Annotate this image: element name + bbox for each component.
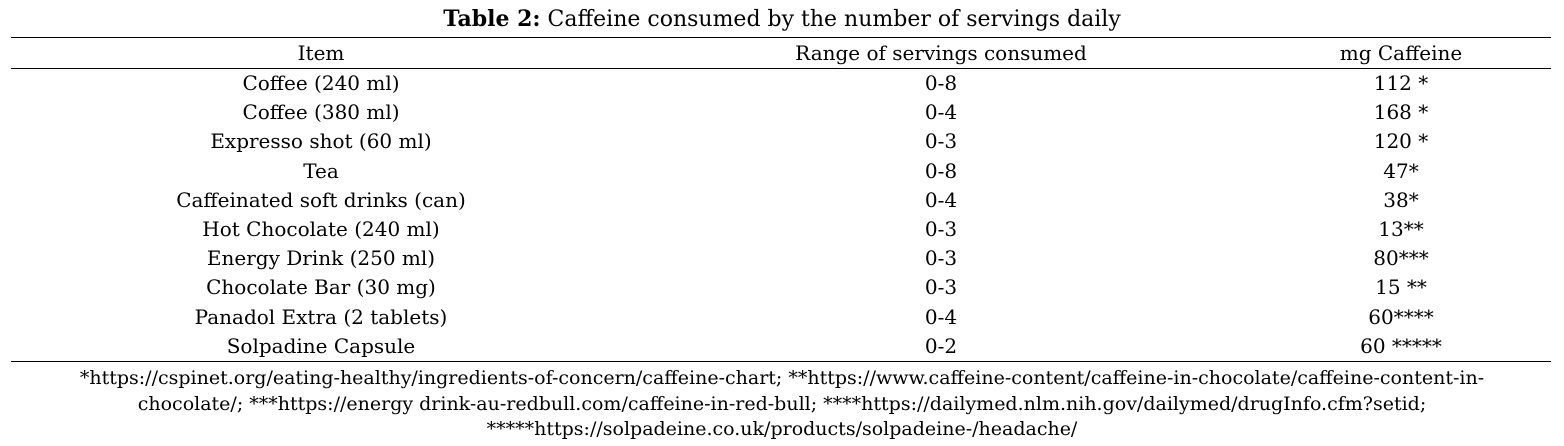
header-mg-caffeine: mg Caffeine: [1251, 37, 1551, 69]
cell-range: 0-8: [924, 158, 958, 183]
table-row: Coffee (240 ml) 0-8 112 *: [11, 69, 1551, 99]
cell-range: 0-3: [924, 275, 958, 300]
table-caption-label: Table 2:: [443, 6, 541, 32]
cell-item: Coffee (240 ml): [242, 71, 400, 96]
cell-item: Expresso shot (60 ml): [210, 129, 432, 154]
cell-range: 0-3: [924, 217, 958, 242]
table-row: Solpadine Capsule 0-2 60 *****: [11, 331, 1551, 362]
table-row: Expresso shot (60 ml) 0-3 120 *: [11, 127, 1551, 156]
cell-mg: 47*: [1383, 158, 1419, 183]
cell-mg: 112 *: [1373, 71, 1429, 96]
cell-mg: 60****: [1368, 304, 1434, 329]
cell-range: 0-4: [924, 304, 958, 329]
table-caption-text: Caffeine consumed by the number of servi…: [540, 7, 1121, 32]
cell-mg: 80***: [1373, 246, 1429, 271]
table-row: Coffee (380 ml) 0-4 168 *: [11, 98, 1551, 127]
table-header-row: Item Range of servings consumed mg Caffe…: [11, 37, 1551, 69]
cell-range: 0-8: [924, 71, 958, 96]
cell-mg: 60 *****: [1251, 331, 1551, 362]
table-row: Tea 0-8 47*: [11, 157, 1551, 186]
cell-item: Energy Drink (250 ml): [206, 246, 436, 271]
cell-item: Panadol Extra (2 tablets): [194, 304, 448, 329]
table-row: Hot Chocolate (240 ml) 0-3 13**: [11, 215, 1551, 244]
cell-mg: 13**: [1378, 217, 1424, 242]
table-row: Chocolate Bar (30 mg) 0-3 15 **: [11, 273, 1551, 302]
cell-item: Caffeinated soft drinks (can): [176, 187, 466, 212]
caffeine-table: Item Range of servings consumed mg Caffe…: [11, 37, 1551, 362]
cell-item: Solpadine Capsule: [11, 331, 631, 362]
cell-item: Tea: [303, 158, 339, 183]
table-footnotes: *https://cspinet.org/eating-healthy/ingr…: [79, 367, 1485, 440]
cell-mg: 15 **: [1375, 275, 1427, 300]
table-row: Caffeinated soft drinks (can) 0-4 38*: [11, 186, 1551, 215]
cell-range: 0-3: [924, 246, 958, 271]
header-range: Range of servings consumed: [631, 37, 1251, 69]
cell-item: Hot Chocolate (240 ml): [202, 217, 440, 242]
cell-mg: 120 *: [1373, 129, 1429, 154]
cell-mg: 168 *: [1373, 100, 1429, 125]
cell-range: 0-2: [631, 331, 1251, 362]
table-row: Panadol Extra (2 tablets) 0-4 60****: [11, 303, 1551, 332]
cell-range: 0-4: [924, 187, 958, 212]
header-item: Item: [11, 37, 631, 69]
cell-range: 0-4: [924, 100, 958, 125]
table-caption: Table 2: Caffeine consumed by the number…: [0, 4, 1564, 35]
cell-item: Chocolate Bar (30 mg): [206, 275, 436, 300]
table-row: Energy Drink (250 ml) 0-3 80***: [11, 244, 1551, 273]
cell-item: Coffee (380 ml): [242, 100, 400, 125]
cell-mg: 38*: [1383, 187, 1419, 212]
cell-range: 0-3: [924, 129, 958, 154]
